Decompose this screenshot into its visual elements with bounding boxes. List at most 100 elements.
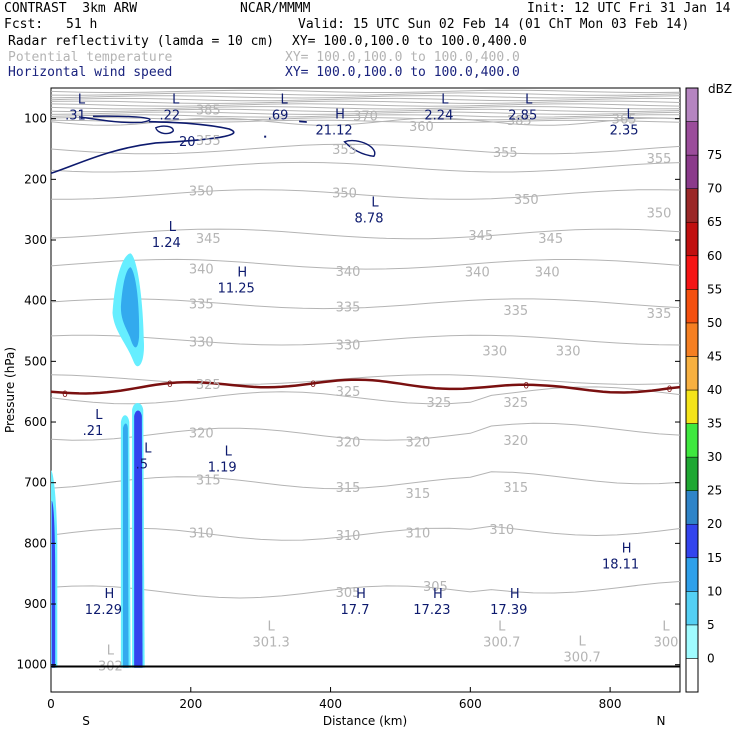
theta-stratosphere-line (50, 105, 681, 110)
theta-label: 335 (189, 298, 214, 313)
theta-stratosphere-line (50, 92, 681, 96)
colorbar-level-label: 20 (707, 517, 722, 531)
wind-extremum-symbol: H (105, 587, 115, 602)
field-reflectivity-name: Radar reflectivity (lamda = 10 cm) (8, 34, 275, 49)
colorbar-swatch (685, 557, 699, 592)
theta-contour-line (50, 525, 681, 541)
wind-extremum-value: 17.39 (490, 603, 527, 618)
theta-label: 335 (336, 301, 361, 316)
theta-label: 320 (336, 435, 361, 450)
colorbar-swatch (685, 121, 699, 156)
end-label-south: S (82, 714, 90, 728)
theta-label: 345 (196, 232, 221, 247)
theta-label: 315 (406, 487, 431, 502)
theta-extremum-value: 300.7 (483, 635, 520, 650)
theta-contour-line (50, 228, 681, 240)
colorbar-level-label: 55 (707, 282, 722, 296)
theta-label: 320 (189, 426, 214, 441)
wind-extremum-value: 2.24 (424, 109, 453, 124)
colorbar-level-label: 50 (707, 316, 722, 330)
theta-contour-line (50, 374, 681, 385)
wind-extremum-value: .31 (65, 109, 86, 124)
theta-label: 325 (196, 378, 221, 393)
field-theta-xy: XY= 100.0,100.0 to 100.0,400.0 (285, 50, 520, 65)
theta-label: 315 (336, 481, 361, 496)
theta-extremum-symbol: L (662, 619, 670, 634)
colorbar-swatch (685, 389, 699, 424)
theta-stratosphere-line (50, 89, 681, 94)
colorbar-swatch (685, 658, 699, 693)
wind-extremum-symbol: L (371, 196, 379, 211)
y-tick-label: 600 (24, 415, 47, 429)
theta-label: 330 (556, 344, 581, 359)
theta-label: 355 (647, 152, 672, 167)
theta-label: 325 (503, 396, 528, 411)
colorbar-swatch (685, 356, 699, 391)
field-wind-name: Horizontal wind speed (8, 65, 173, 80)
colorbar-swatch (685, 456, 699, 491)
wind-extremum-symbol: L (144, 441, 152, 456)
theta-stratosphere-line (50, 100, 681, 105)
theta-label: 355 (196, 134, 221, 149)
wind-contour-line (155, 125, 175, 135)
theta-stratosphere-line (50, 116, 681, 121)
wind-extremum-value: 1.24 (152, 236, 181, 251)
theta-contour-line (51, 189, 681, 200)
valid-time: Valid: 15 UTC Sun 02 Feb 14 (01 ChT Mon … (298, 17, 690, 32)
wind-contour-label: 20 (179, 135, 196, 150)
theta-label: 325 (426, 396, 451, 411)
colorbar-level-label: 10 (707, 584, 722, 598)
colorbar-level-label: 65 (707, 215, 722, 229)
wind-extremum-value: 21.12 (315, 124, 352, 139)
y-tick-label: 300 (24, 233, 47, 247)
wind-contour-20 (50, 120, 235, 175)
colorbar-swatch (685, 188, 699, 223)
y-tick-label: 200 (24, 172, 47, 186)
wind-extremum-symbol: H (622, 541, 632, 556)
theta-stratosphere-line (50, 95, 681, 99)
theta-label: 350 (647, 207, 672, 222)
wind-extremum-symbol: L (441, 93, 449, 108)
theta-stratosphere-line (50, 111, 681, 115)
end-label-north: N (657, 714, 666, 728)
colorbar-level-label: 0 (707, 651, 715, 665)
theta-label: 340 (465, 266, 490, 281)
theta-contours (50, 89, 681, 599)
wind-extremum-symbol: H (356, 587, 366, 602)
wind-extremum-value: .5 (136, 457, 148, 472)
y-tick-label: 700 (24, 476, 47, 490)
center-title: NCAR/MMMM (240, 1, 311, 16)
colorbar-swatch (685, 87, 699, 122)
theta-label: 340 (336, 265, 361, 280)
colorbar: dBZ 0 5 10 15 20 25 30 35 40 45 50 55 60 65 70 75 (685, 82, 732, 693)
wind-extremum-value: .21 (83, 424, 104, 439)
wind-extremum-value: 18.11 (602, 557, 639, 572)
theta-label: 370 (353, 110, 378, 125)
theta-label: 315 (503, 481, 528, 496)
wind-extremum-symbol: L (169, 220, 177, 235)
theta-label: 310 (489, 523, 514, 538)
colorbar-level-label: 15 (707, 551, 722, 565)
y-axis-title: Pressure (hPa) (3, 347, 17, 433)
isotherm-zero-label: 0 (310, 380, 316, 390)
theta-extremum-symbol: L (579, 635, 587, 650)
colorbar-level-label: 45 (707, 349, 722, 363)
theta-label: 385 (507, 114, 532, 129)
y-tick-label: 500 (24, 354, 47, 368)
wind-extremum-symbol: H (237, 265, 247, 280)
radar-echo-left-inner (51, 500, 56, 668)
wind-extremum-symbol: L (225, 444, 233, 459)
radar-column-b-inner (134, 410, 143, 668)
theta-extremum-value: 301.3 (253, 635, 290, 650)
theta-label: 320 (503, 434, 528, 449)
theta-label: 330 (189, 335, 214, 350)
radar-reflectivity (51, 253, 145, 668)
wind-extremum-symbol: H (433, 587, 443, 602)
colorbar-swatch (685, 591, 699, 626)
theta-label: 310 (336, 529, 361, 544)
colorbar-level-label: 70 (707, 182, 722, 196)
theta-contour-line (50, 422, 681, 441)
theta-extremum-symbol: L (268, 619, 276, 634)
